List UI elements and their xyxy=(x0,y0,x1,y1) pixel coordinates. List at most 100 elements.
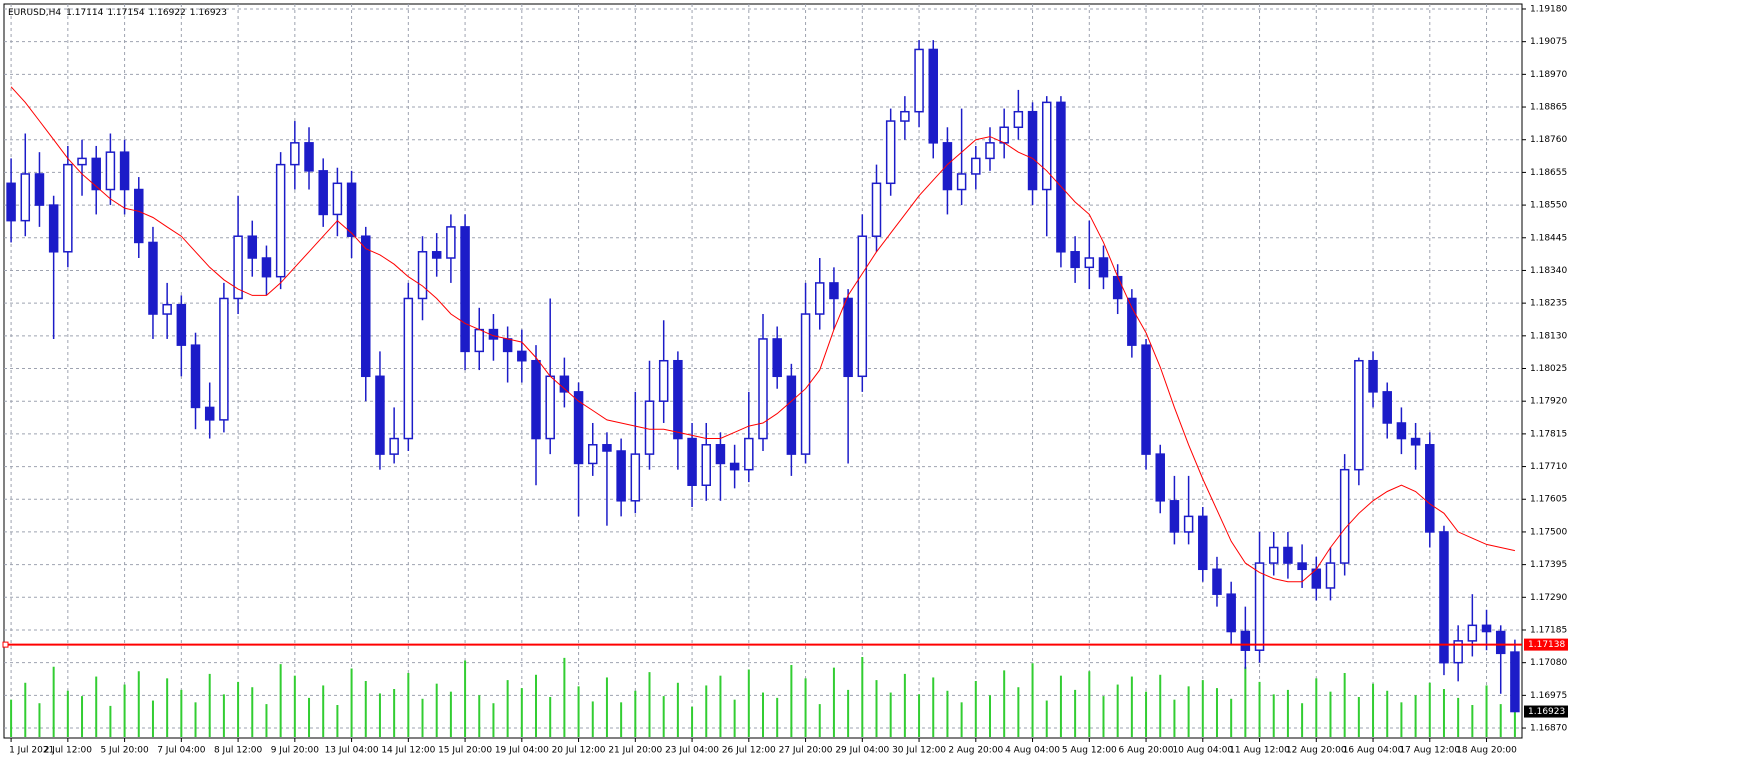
x-tick-label: 12 Aug 20:00 xyxy=(1286,746,1347,756)
x-tick-label: 16 Aug 04:00 xyxy=(1343,746,1404,756)
y-tick-label: 1.17080 xyxy=(1530,658,1567,668)
x-tick-label: 7 Jul 04:00 xyxy=(157,746,206,756)
candle-body xyxy=(715,444,726,465)
candle-body xyxy=(658,359,669,402)
candle-body xyxy=(361,235,371,378)
symbol: EURUSD,H4 xyxy=(8,8,61,18)
y-tick-label: 1.18130 xyxy=(1530,331,1567,341)
candle-body xyxy=(1439,531,1449,664)
candle-body xyxy=(119,151,130,191)
candle-body xyxy=(1056,101,1066,253)
candle-body xyxy=(1212,568,1222,595)
candle-body xyxy=(1268,546,1279,564)
candle-body xyxy=(20,173,31,222)
header-low: 1.16922 xyxy=(149,8,186,18)
x-tick-label: 18 Aug 20:00 xyxy=(1456,746,1517,756)
candle-body xyxy=(77,157,87,166)
candle-body xyxy=(573,391,584,465)
y-tick-label: 1.18760 xyxy=(1530,135,1567,145)
x-tick-label: 23 Jul 04:00 xyxy=(665,746,719,756)
y-tick-label: 1.18445 xyxy=(1530,233,1567,243)
x-tick-label: 21 Jul 20:00 xyxy=(608,746,662,756)
candle-body xyxy=(1254,562,1265,651)
candle-body xyxy=(786,375,797,455)
x-tick-label: 11 Aug 12:00 xyxy=(1229,746,1290,756)
candle-body xyxy=(829,282,839,300)
candle-body xyxy=(1070,251,1080,269)
candle-body xyxy=(517,350,527,362)
candle-body xyxy=(1481,624,1492,633)
candle-body xyxy=(744,437,754,471)
x-tick-label: 5 Aug 12:00 xyxy=(1062,746,1117,756)
candle-body xyxy=(219,297,229,421)
candle-body xyxy=(346,182,357,237)
y-tick-label: 1.16975 xyxy=(1530,691,1567,701)
y-tick-label: 1.18025 xyxy=(1530,364,1567,374)
x-tick-label: 29 Jul 04:00 xyxy=(835,746,889,756)
candle-body xyxy=(758,338,768,440)
y-tick-label: 1.18550 xyxy=(1530,201,1567,211)
candle-body xyxy=(1013,110,1024,129)
candle-body xyxy=(105,151,116,191)
candle-body xyxy=(630,453,641,502)
candle-body xyxy=(1155,453,1165,502)
candle-body xyxy=(1226,593,1236,633)
x-tick-label: 2 Jul 12:00 xyxy=(44,746,93,756)
candle-body xyxy=(545,375,555,440)
last-price-label-bg xyxy=(1524,705,1568,718)
x-tick-label: 6 Aug 20:00 xyxy=(1119,746,1174,756)
y-tick-label: 1.18340 xyxy=(1530,266,1567,276)
y-tick-label: 1.17290 xyxy=(1530,593,1567,603)
x-tick-label: 19 Jul 04:00 xyxy=(495,746,549,756)
candle-body xyxy=(48,204,59,253)
candle-body xyxy=(1240,630,1251,651)
price-line-label: 1.17138 xyxy=(1528,640,1565,650)
x-tick-label: 17 Aug 12:00 xyxy=(1399,746,1460,756)
candle-body xyxy=(1425,444,1435,533)
candle-body xyxy=(956,173,967,191)
x-tick-label: 20 Jul 12:00 xyxy=(552,746,606,756)
x-tick-label: 14 Jul 12:00 xyxy=(381,746,435,756)
candle-body xyxy=(1183,515,1194,533)
moving-average xyxy=(10,86,1516,583)
x-tick-label: 4 Aug 04:00 xyxy=(1005,746,1060,756)
y-tick-label: 1.17605 xyxy=(1530,495,1567,505)
candle-body xyxy=(233,235,243,300)
candle-body xyxy=(1283,546,1293,564)
candle-body xyxy=(1041,101,1052,191)
header-close: 1.16923 xyxy=(190,8,227,18)
candle-body xyxy=(644,400,655,455)
candle-body xyxy=(985,142,995,160)
x-tick-label: 15 Jul 20:00 xyxy=(438,746,492,756)
x-tick-label: 5 Jul 20:00 xyxy=(100,746,149,756)
candle-body xyxy=(871,182,882,237)
candle-body xyxy=(800,313,811,455)
y-tick-label: 1.17815 xyxy=(1530,429,1567,439)
candle-body xyxy=(914,48,924,113)
candle-body xyxy=(701,444,712,486)
y-tick-label: 1.18865 xyxy=(1530,103,1567,113)
x-tick-label: 13 Jul 04:00 xyxy=(325,746,379,756)
candle-body xyxy=(814,282,825,315)
candle-body xyxy=(403,297,414,440)
y-tick-label: 1.19180 xyxy=(1530,4,1567,14)
x-tick-label: 30 Jul 12:00 xyxy=(892,746,946,756)
candle-body xyxy=(134,188,144,244)
candle-body xyxy=(204,406,215,421)
candle-body xyxy=(474,328,485,353)
candle-body xyxy=(885,120,896,185)
candle-body xyxy=(1510,651,1520,713)
candle-body xyxy=(857,235,868,378)
y-tick-label: 1.18970 xyxy=(1530,70,1567,80)
x-tick-label: 26 Jul 12:00 xyxy=(722,746,776,756)
x-tick-label: 2 Aug 20:00 xyxy=(948,746,1003,756)
candle-body xyxy=(772,338,782,378)
candle-body xyxy=(843,297,853,378)
candle-body xyxy=(6,182,16,222)
price-line-handle xyxy=(2,641,9,648)
candle-body xyxy=(502,338,513,353)
candle-body xyxy=(162,303,172,315)
candle-body xyxy=(247,235,258,259)
candle-body xyxy=(687,437,697,486)
